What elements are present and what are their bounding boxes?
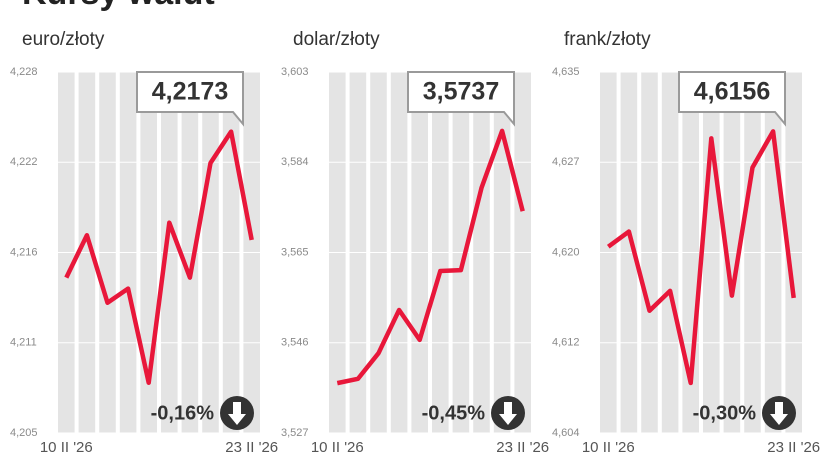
y-tick-label: 4,222 [10,156,38,168]
change-label: -0,16% [151,402,215,424]
y-tick-label: 4,635 [552,66,580,78]
line [336,128,525,386]
y-tick-label: 4,612 [552,337,580,349]
y-tick-label: 3,527 [281,427,309,439]
callout-label: 4,6156 [694,78,770,106]
y-tick-label: 3,584 [281,156,309,168]
subtitle: dolar/złoty [293,29,380,50]
change-label: -0,30% [693,402,757,424]
y-tick-label: 3,546 [281,337,309,349]
y-tick-label: 4,620 [552,246,580,258]
line [606,129,796,386]
chart-title: Kursy walut [22,0,215,12]
subtitle: frank/złoty [564,29,651,50]
x-tick-label: 23 II '26 [496,439,549,456]
callout-box [407,71,515,127]
y-tick-label: 4,604 [552,427,580,439]
change-label: -0,45% [422,402,486,424]
subtitle: euro/złoty [22,29,105,50]
callout-box [136,71,244,127]
line [64,129,254,386]
x-tick-label: 23 II '26 [767,439,820,456]
x-tick-label: 23 II '26 [225,439,278,456]
x-tick-label: 10 II '26 [582,439,635,456]
x-tick-label: 10 II '26 [311,439,364,456]
change-arrow [499,402,517,425]
x-tick-label: 10 II '26 [40,439,93,456]
y-tick-label: 3,565 [281,246,309,258]
y-tick-label: 4,205 [10,427,38,439]
y-tick-label: 4,211 [10,337,37,349]
y-tick-label: 4,216 [10,246,38,258]
y-tick-label: 4,228 [10,66,38,78]
callout-label: 4,2173 [152,78,228,106]
callout-box [678,71,786,127]
y-tick-label: 3,603 [281,66,309,78]
callout-label: 3,5737 [423,78,499,106]
y-tick-label: 4,627 [552,156,580,168]
change-arrow [228,402,246,425]
change-arrow [770,402,788,425]
